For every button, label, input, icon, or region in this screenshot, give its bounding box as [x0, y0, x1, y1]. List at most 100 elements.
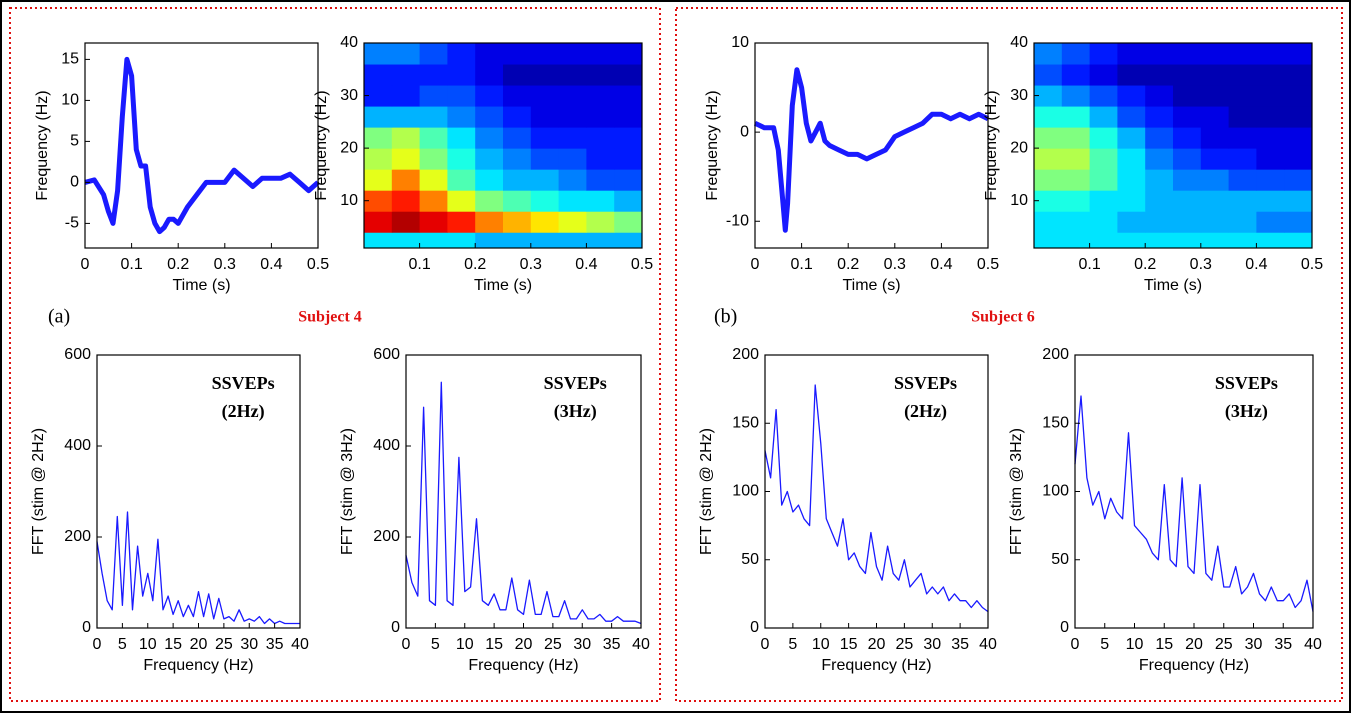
x-tick-label: 0 — [761, 636, 770, 653]
y-axis-label: FFT (stim @ 2Hz) — [698, 428, 715, 555]
heatmap-cell — [364, 127, 393, 149]
heatmap-cell — [1284, 64, 1313, 86]
x-tick-label: 0 — [1071, 636, 1080, 653]
x-tick-label: 35 — [1274, 636, 1292, 653]
subject-label: Subject 4 — [298, 309, 362, 326]
heatmap-cell — [1228, 43, 1257, 65]
x-tick-label: 40 — [1304, 636, 1322, 653]
heatmap-cell — [447, 232, 476, 249]
y-axis-label: FFT (stim @ 2Hz) — [30, 428, 47, 555]
x-tick-label: 0.4 — [260, 256, 282, 273]
heatmap-cell — [503, 169, 532, 191]
heatmap-cell — [614, 232, 643, 249]
heatmap-cell — [1200, 43, 1230, 65]
heatmap-cell — [447, 169, 476, 191]
heatmap-cell — [558, 190, 587, 212]
heatmap-cell — [419, 169, 448, 191]
heatmap-cell — [1089, 85, 1118, 107]
heatmap-cell — [1228, 169, 1257, 191]
x-axis-label: Time (s) — [1144, 277, 1202, 294]
heatmap-cell — [364, 190, 393, 212]
heatmap-cell — [419, 64, 448, 86]
x-tick-label: 0.3 — [520, 256, 542, 273]
heatmap-cell — [447, 106, 476, 128]
heatmap-cell — [1061, 64, 1091, 86]
heatmap-cell — [1228, 232, 1257, 249]
heatmap-cell — [1117, 169, 1146, 191]
x-tick-label: 15 — [840, 636, 858, 653]
heatmap-cell — [530, 211, 560, 233]
heatmap-cell — [503, 64, 532, 86]
heatmap-cell — [475, 127, 504, 149]
x-tick-label: 0 — [93, 636, 102, 653]
x-axis-label: Frequency (Hz) — [468, 657, 578, 674]
y-tick-label: 200 — [1042, 346, 1069, 363]
x-tick-label: 0.1 — [408, 256, 430, 273]
y-tick-label: 600 — [64, 346, 91, 363]
heatmap-cell — [1256, 85, 1285, 107]
heatmap-cell — [530, 169, 560, 191]
x-tick-label: 5 — [1100, 636, 1109, 653]
heatmap-cell — [364, 64, 393, 86]
heatmap-cell — [364, 169, 393, 191]
heatmap-cell — [503, 85, 532, 107]
heatmap-cell — [475, 106, 504, 128]
x-tick-label: 20 — [515, 636, 533, 653]
heatmap-cell — [1284, 232, 1313, 249]
heatmap-cell — [364, 232, 393, 249]
heatmap-cell — [1145, 106, 1174, 128]
y-tick-label: 30 — [1010, 87, 1028, 104]
y-tick-label: 15 — [61, 51, 79, 68]
heatmap-cell — [614, 85, 643, 107]
heatmap-cell — [391, 211, 421, 233]
x-tick-label: 40 — [291, 636, 309, 653]
panel-label: (a) — [48, 306, 70, 328]
panel-border — [9, 7, 661, 702]
heatmap-cell — [447, 148, 476, 170]
y-axis-label: FFT (stim @ 3Hz) — [339, 428, 356, 555]
x-tick-label: 10 — [456, 636, 474, 653]
heatmap-cell — [586, 232, 615, 249]
y-tick-label: 200 — [64, 528, 91, 545]
y-tick-label: 150 — [732, 414, 759, 431]
heatmap-cell — [503, 211, 532, 233]
heatmap-cell — [530, 232, 560, 249]
heatmap-cell — [1256, 127, 1285, 149]
y-tick-label: 40 — [1010, 34, 1028, 51]
heatmap-cell — [1173, 85, 1202, 107]
heatmap-cell — [391, 85, 421, 107]
x-tick-label: 10 — [139, 636, 157, 653]
heatmap-cell — [475, 190, 504, 212]
heatmap-cell — [586, 127, 615, 149]
heatmap-cell — [1200, 148, 1230, 170]
x-tick-label: 30 — [573, 636, 591, 653]
subject-label: Subject 6 — [971, 309, 1035, 326]
axes-frame — [754, 42, 989, 249]
heatmap-cell — [447, 64, 476, 86]
heatmap-cell — [1117, 127, 1146, 149]
heatmap-cell — [586, 64, 615, 86]
x-tick-label: 5 — [118, 636, 127, 653]
heatmap-cell — [1284, 169, 1313, 191]
heatmap-cell — [1228, 85, 1257, 107]
heatmap-cell — [447, 127, 476, 149]
y-axis-label: FFT (stim @ 3Hz) — [1008, 428, 1025, 555]
heatmap-cell — [1034, 211, 1063, 233]
x-axis-label: Frequency (Hz) — [821, 657, 931, 674]
heatmap-cell — [586, 43, 615, 65]
annotation: (3Hz) — [554, 401, 597, 422]
heatmap-cell — [1256, 232, 1285, 249]
annotation: SSVEPs — [1215, 373, 1278, 393]
y-tick-label: 600 — [373, 346, 400, 363]
heatmap-cell — [419, 148, 448, 170]
heatmap-cell — [558, 85, 587, 107]
heatmap-cell — [1034, 169, 1063, 191]
heatmap-cell — [1117, 85, 1146, 107]
data-line — [96, 511, 300, 625]
heatmap-cell — [419, 190, 448, 212]
x-axis-label: Frequency (Hz) — [1139, 657, 1249, 674]
heatmap-cell — [586, 148, 615, 170]
x-axis-label: Frequency (Hz) — [143, 657, 253, 674]
x-tick-label: 0.3 — [884, 256, 906, 273]
heatmap-cell — [1173, 190, 1202, 212]
